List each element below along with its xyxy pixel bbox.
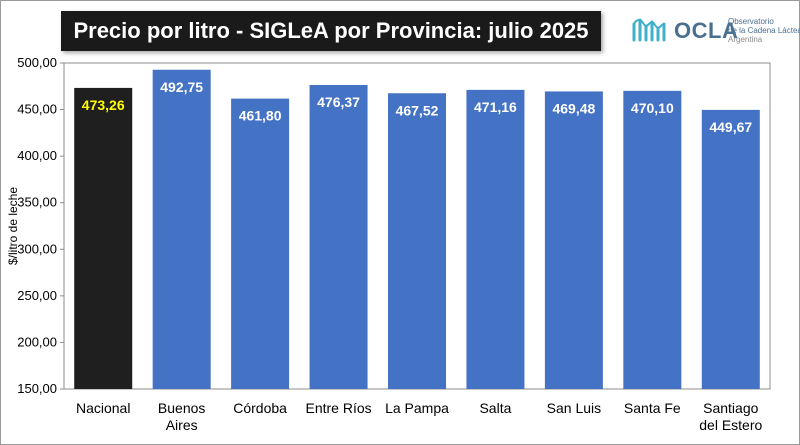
bar-value-label: 469,48 (552, 100, 595, 116)
x-category-label-line: Córdoba (233, 400, 287, 416)
x-category-label: La Pampa (385, 400, 449, 416)
bar (466, 89, 525, 389)
x-category-label: Buenos Aires (158, 400, 205, 433)
x-category-label: San Luis (547, 400, 601, 416)
x-category-label: Salta (479, 400, 511, 416)
y-tick-label: 500,00 (17, 55, 57, 70)
x-category-label-line: Salta (479, 400, 511, 416)
logo-line-1: Observatorio (728, 17, 774, 26)
y-tick-label: 300,00 (17, 241, 57, 256)
x-category-label-line: Nacional (76, 400, 130, 416)
bar (74, 87, 133, 389)
ocla-logo: OCLA Observatorio de la Cadena Láctea Ar… (632, 14, 800, 54)
bar (544, 91, 603, 390)
x-category-label: Nacional (76, 400, 130, 416)
y-tick-label: 450,00 (17, 102, 57, 117)
bar (623, 90, 682, 389)
bar (701, 109, 760, 390)
bar-value-label: 461,80 (239, 108, 282, 124)
ocla-logo-mark-icon (632, 18, 666, 42)
y-tick-label: 250,00 (17, 288, 57, 303)
y-tick-label: 150,00 (17, 381, 57, 396)
bar (231, 98, 290, 390)
bar (152, 69, 211, 389)
x-category-label: Santa Fe (624, 400, 681, 416)
y-tick-label: 200,00 (17, 334, 57, 349)
y-tick-label: 400,00 (17, 148, 57, 163)
bar-value-label: 473,26 (82, 97, 125, 113)
x-category-label-line: Aires (166, 417, 198, 433)
y-tick-label: 350,00 (17, 195, 57, 210)
x-category-label-line: Buenos (158, 400, 205, 416)
x-category-label-line: Santiago (703, 400, 758, 416)
x-category-label-line: del Estero (699, 417, 762, 433)
x-category-label: Entre Ríos (305, 400, 371, 416)
bar-value-label: 492,75 (160, 79, 203, 95)
x-category-label-line: La Pampa (385, 400, 449, 416)
bar (388, 93, 446, 389)
logo-line-2: de la Cadena Láctea (728, 26, 800, 35)
logo-subtitle: Observatorio de la Cadena Láctea Argenti… (728, 17, 800, 44)
x-category-label-line: Santa Fe (624, 400, 681, 416)
bar-value-label: 449,67 (709, 119, 752, 135)
bar-value-label: 470,10 (631, 100, 674, 116)
logo-line-3: Argentina (728, 35, 763, 44)
chart-title: Precio por litro - SIGLeA por Provincia:… (61, 11, 601, 51)
logo-wordmark: OCLA (674, 18, 739, 43)
x-category-label: Córdoba (233, 400, 287, 416)
bar-value-label: 471,16 (474, 99, 517, 115)
bar-value-label: 467,52 (396, 102, 439, 118)
y-axis-label: $/litro de leche (6, 187, 20, 265)
x-category-label: Santiago del Estero (699, 400, 762, 433)
bar (309, 85, 368, 390)
x-category-label-line: San Luis (547, 400, 601, 416)
bar-value-label: 476,37 (317, 94, 360, 110)
x-category-label-line: Entre Ríos (305, 400, 371, 416)
